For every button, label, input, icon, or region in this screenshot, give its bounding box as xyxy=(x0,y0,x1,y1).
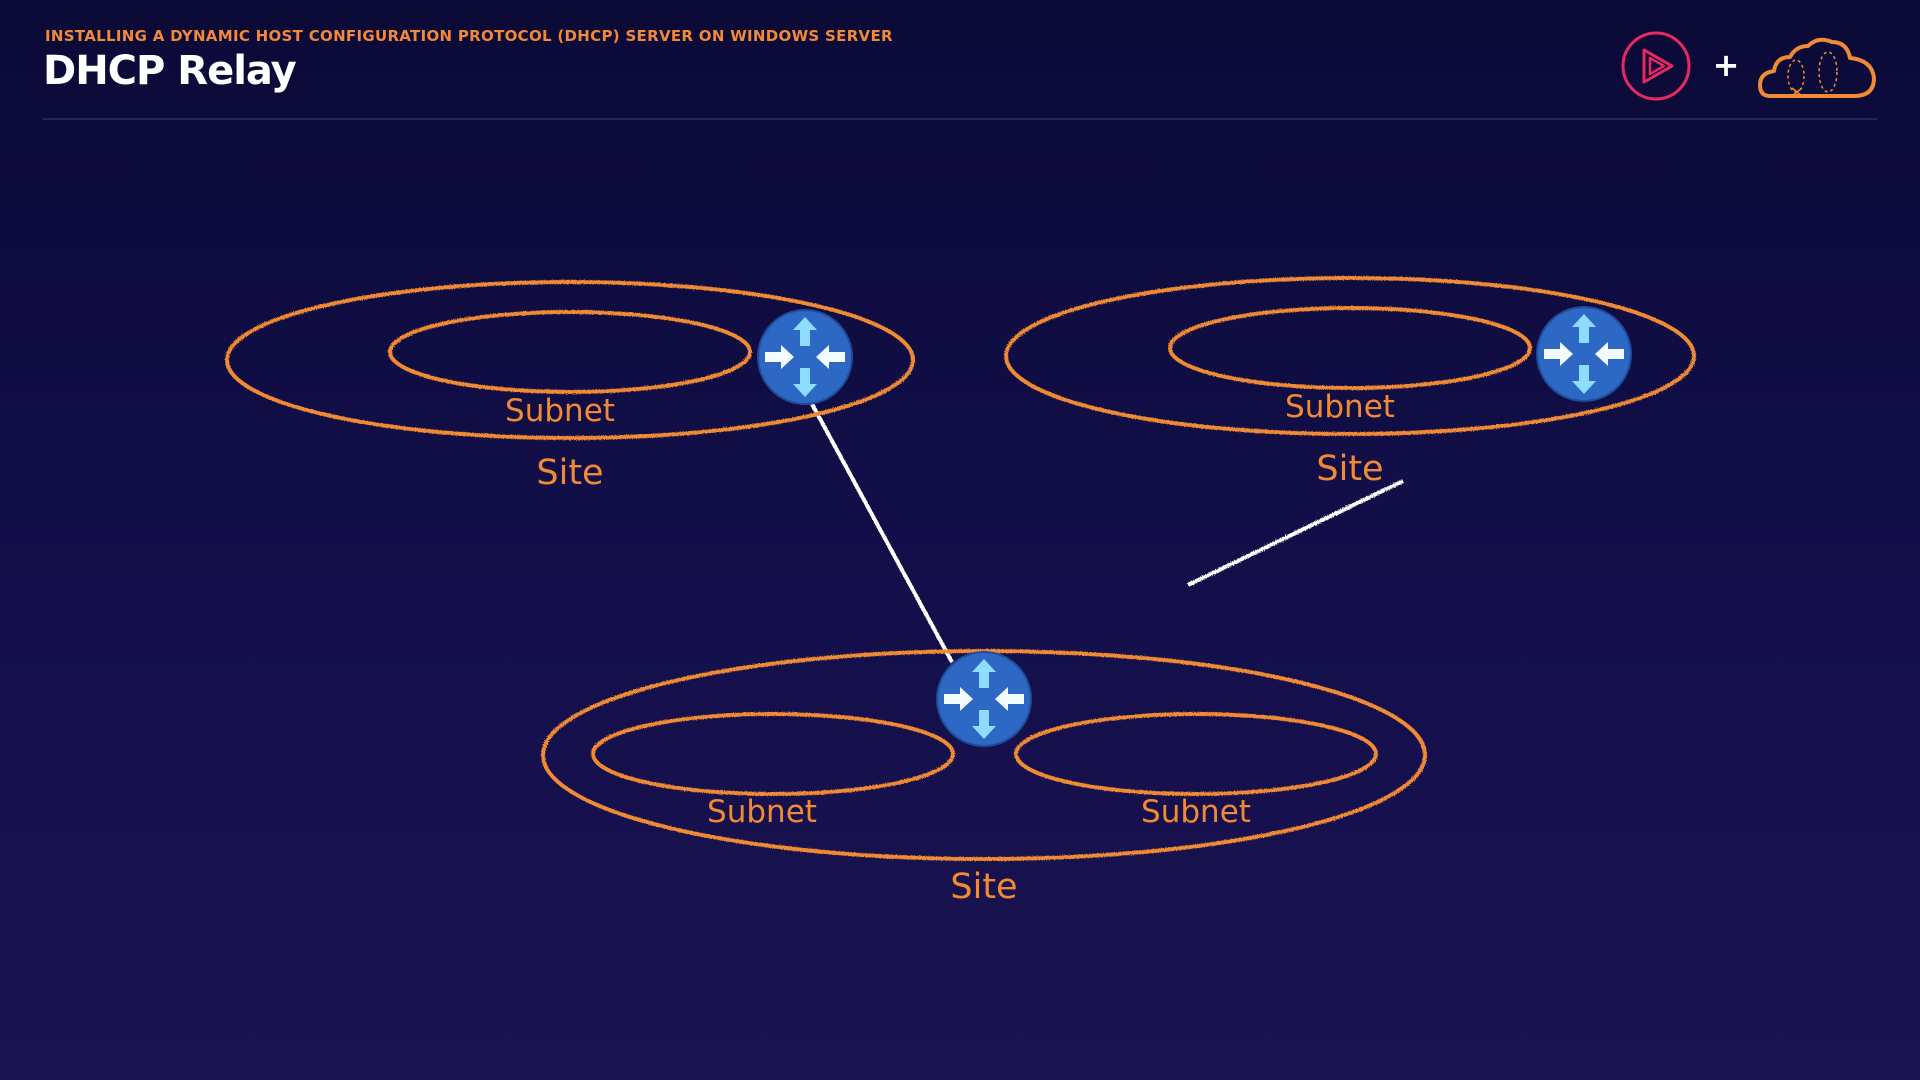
site-3-subnet-1-label: Subnet xyxy=(707,794,817,830)
site-1-boundary xyxy=(225,280,915,440)
site-3-subnet-2-label: Subnet xyxy=(1141,794,1251,830)
router-icon xyxy=(936,651,1032,747)
brand-logos: + xyxy=(1621,31,1876,101)
site-1-subnet-boundary xyxy=(388,310,752,394)
site-3-label: Site xyxy=(950,867,1017,907)
router-icon xyxy=(757,309,853,405)
site-3-subnet-2-boundary xyxy=(1014,712,1378,796)
course-title: INSTALLING A DYNAMIC HOST CONFIGURATION … xyxy=(45,27,893,45)
site-2-subnet-boundary xyxy=(1168,306,1532,390)
site-1-subnet-label: Subnet xyxy=(505,393,615,429)
header-divider xyxy=(43,118,1877,120)
site-1 xyxy=(225,280,915,440)
cloud-icon xyxy=(1758,37,1876,98)
relay-link-partial-line xyxy=(1187,479,1404,587)
plus-icon: + xyxy=(1713,46,1740,84)
router-icon xyxy=(1536,306,1632,402)
relay-link-line xyxy=(810,403,954,663)
pluralsight-play-icon xyxy=(1621,31,1691,101)
site-2-label: Site xyxy=(1316,449,1383,489)
slide-title: DHCP Relay xyxy=(43,48,297,94)
site-1-label: Site xyxy=(536,453,603,493)
site-2 xyxy=(1004,276,1696,436)
site-2-subnet-label: Subnet xyxy=(1285,389,1395,425)
site-2-boundary xyxy=(1004,276,1696,436)
site-3-subnet-1-boundary xyxy=(591,712,955,796)
